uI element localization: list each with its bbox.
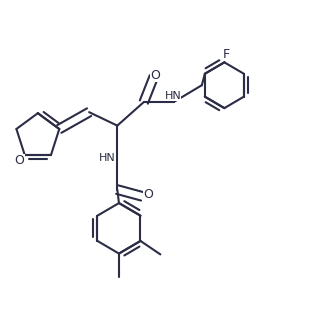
Text: HN: HN	[99, 153, 116, 163]
Text: O: O	[15, 154, 25, 167]
Text: O: O	[151, 68, 160, 82]
Text: HN: HN	[165, 91, 181, 101]
Text: O: O	[143, 188, 153, 201]
Text: F: F	[222, 49, 230, 61]
